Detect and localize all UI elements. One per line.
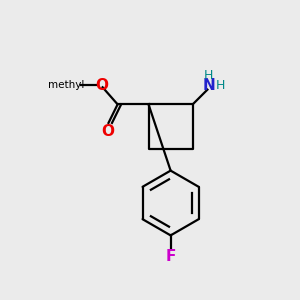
Text: H: H [204,69,214,82]
Text: H: H [215,79,225,92]
Text: O: O [95,78,108,93]
Text: F: F [165,249,176,264]
Text: N: N [202,78,215,93]
Text: methyl: methyl [48,80,84,90]
Text: O: O [101,124,114,139]
